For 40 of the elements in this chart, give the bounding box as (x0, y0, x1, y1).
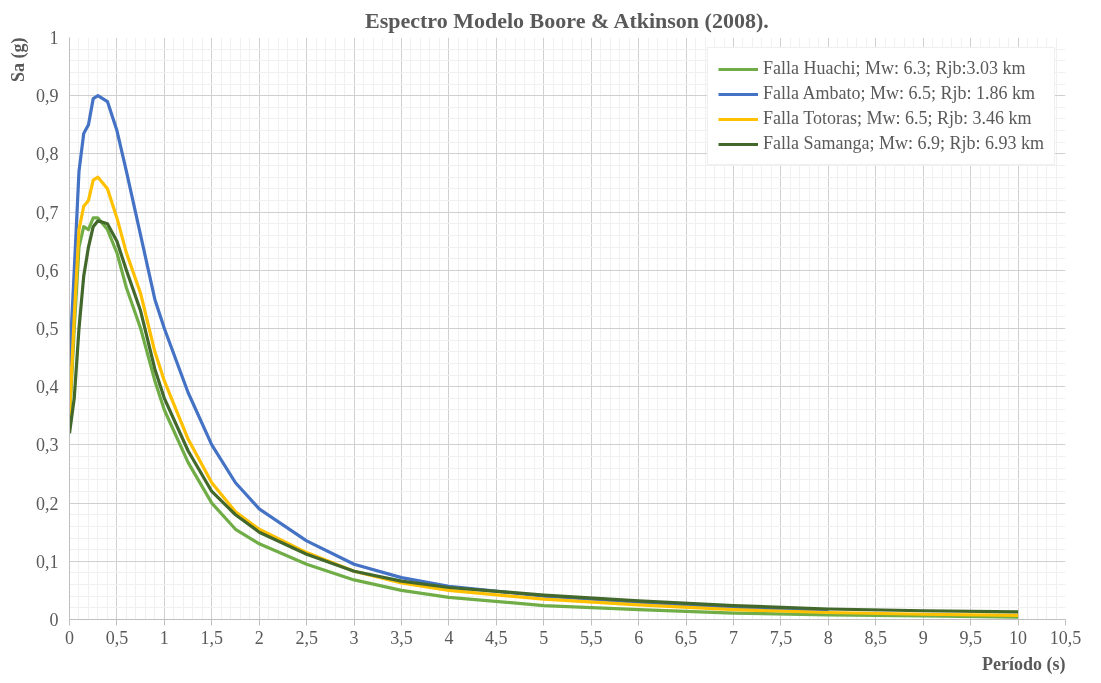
legend-label: Falla Ambato; Mw: 6.5; Rjb: 1.86 km (763, 83, 1036, 104)
x-tick-label: 1 (159, 627, 169, 648)
x-tick-label: 8,5 (864, 627, 888, 648)
x-axis-title: Período (s) (982, 653, 1066, 675)
y-axis-title: Sa (g) (7, 37, 29, 82)
legend-label: Falla Huachi; Mw: 6.3; Rjb:3.03 km (763, 58, 1026, 79)
y-tick-label: 0,5 (36, 319, 59, 339)
y-tick-label: 0,2 (36, 493, 59, 514)
y-tick-label: 0,8 (36, 144, 59, 165)
x-tick-label: 1,5 (200, 627, 224, 648)
y-tick-label: 0 (49, 610, 59, 630)
x-tick-label: 10,5 (1049, 627, 1082, 648)
x-tick-label: 4 (444, 627, 454, 648)
y-tick-label: 0,4 (36, 377, 59, 398)
x-tick-label: 3 (349, 627, 359, 648)
chart-title: Espectro Modelo Boore & Atkinson (2008). (365, 7, 769, 33)
x-tick-label: 3,5 (390, 627, 413, 648)
y-tick-label: 0,3 (36, 435, 59, 456)
x-tick-label: 2,5 (295, 627, 318, 648)
x-tick-label: 5,5 (579, 627, 603, 648)
x-tick-label: 7,5 (769, 627, 793, 648)
x-tick-label: 8 (823, 627, 833, 648)
x-tick-label: 7 (729, 627, 738, 648)
x-tick-label: 10 (1009, 627, 1028, 648)
y-tick-label: 1 (49, 28, 59, 48)
legend-label: Falla Samanga; Mw: 6.9; Rjb: 6.93 km (763, 133, 1044, 154)
x-tick-label: 2 (254, 627, 264, 648)
x-tick-label: 9 (918, 627, 928, 648)
x-tick-label: 4,5 (485, 627, 508, 648)
x-tick-label: 9,5 (959, 627, 982, 648)
y-tick-label: 0,1 (36, 551, 59, 572)
y-tick-label: 0,9 (36, 86, 59, 107)
x-tick-label: 6 (634, 627, 644, 648)
y-tick-label: 0,7 (36, 202, 59, 223)
x-tick-label: 6,5 (674, 627, 698, 648)
legend-label: Falla Totoras; Mw: 6.5; Rjb: 3.46 km (763, 108, 1032, 129)
x-tick-label: 0,5 (105, 627, 129, 648)
x-tick-label: 5 (539, 627, 549, 648)
x-tick-label: 0 (65, 627, 74, 648)
y-tick-label: 0,6 (36, 260, 59, 281)
